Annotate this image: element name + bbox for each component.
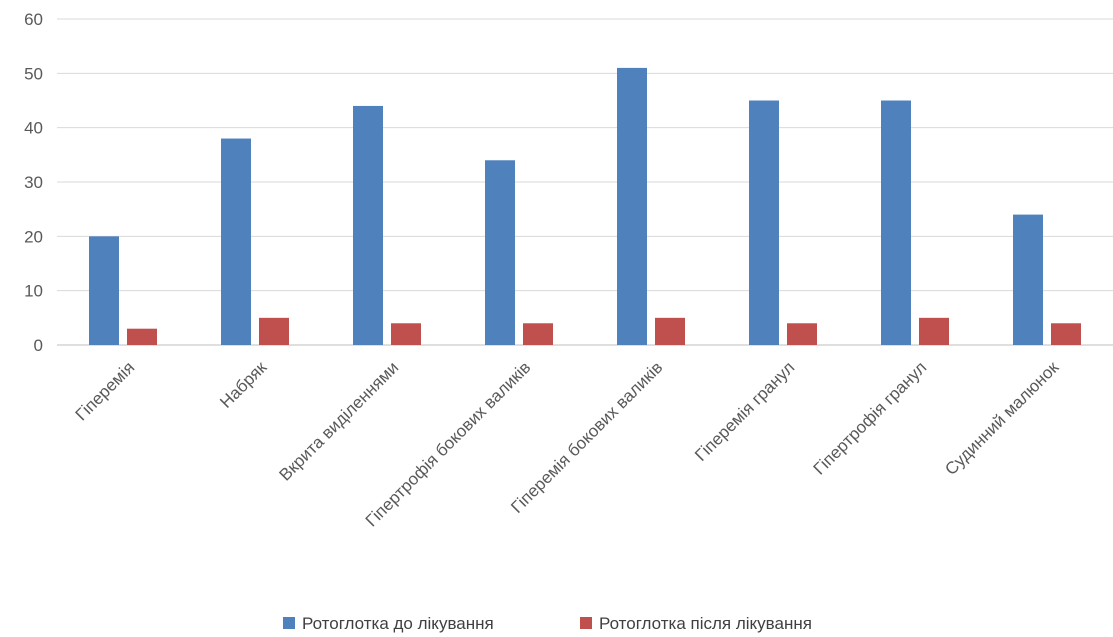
x-tick-label: Гіперемія бокових валиків [507,358,666,517]
bar-series-0-1 [221,138,251,345]
legend-label-1: Ротоглотка після лікування [599,614,812,633]
bar-series-1-4 [655,317,685,345]
bar-series-1-0 [127,328,157,345]
legend-label-0: Ротоглотка до лікування [302,614,494,633]
y-tick-label: 30 [24,173,43,192]
x-tick-label: Набряк [216,357,270,411]
y-tick-label: 20 [24,227,43,246]
bar-series-0-4 [617,67,647,346]
legend: Ротоглотка до лікування Ротоглотка після… [283,614,812,633]
gridlines [57,18,1113,346]
y-tick-label: 0 [34,336,43,355]
bar-series-0-5 [749,100,779,345]
bar-series-1-6 [919,317,949,345]
bar-series-1-3 [523,323,553,345]
bar-series-0-3 [485,160,515,345]
bars [89,67,1081,346]
y-tick-label: 60 [24,10,43,29]
bar-series-0-2 [353,105,383,345]
y-axis: 0 10 20 30 40 50 60 [24,10,43,355]
y-tick-label: 50 [24,64,43,83]
bar-series-0-6 [881,100,911,345]
x-tick-label: Гіперемія гранул [691,358,798,465]
x-tick-label: Гіпертрофія гранул [810,358,931,479]
bar-series-1-2 [391,323,421,345]
y-tick-label: 10 [24,282,43,301]
x-axis: Гіперемія Набряк Вкрита виділеннями Гіпертр… [72,357,1063,530]
bar-series-1-1 [259,317,289,345]
x-tick-label: Гіперемія [72,358,139,425]
bar-series-0-7 [1013,214,1043,345]
legend-swatch-1 [580,617,592,629]
y-tick-label: 40 [24,119,43,138]
legend-swatch-0 [283,617,295,629]
bar-series-1-5 [787,323,817,345]
x-tick-label: Вкрита виділеннями [276,358,403,485]
x-tick-label: Судинний малюнок [941,357,1062,478]
bar-series-0-0 [89,236,119,345]
bar-series-1-7 [1051,323,1081,345]
